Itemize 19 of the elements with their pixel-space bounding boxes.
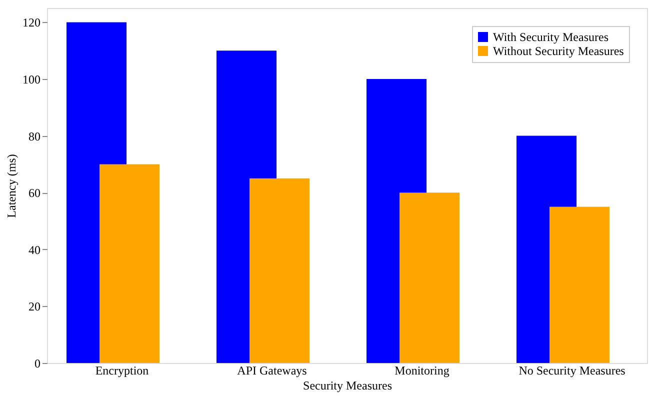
y-tick-label: 80 [28,129,40,144]
y-tick-label: 40 [28,242,40,257]
legend-label: With Security Measures [493,30,609,44]
legend-label: Without Security Measures [493,44,624,58]
x-tick-label: API Gateways [237,364,308,378]
y-tick-label: 100 [22,72,40,86]
x-axis-title: Security Measures [303,378,392,392]
y-tick-label: 60 [28,186,40,200]
y-tick-label: 20 [28,300,40,314]
y-tick-label: 0 [34,356,40,370]
y-axis-title: Latency (ms) [4,154,18,218]
bar [400,192,460,363]
x-tick-label: No Security Measures [518,364,626,378]
bar [100,164,160,363]
x-tick-label: Monitoring [394,364,450,378]
bar [550,206,610,363]
x-tick-label: Encryption [95,364,149,378]
y-tick-label: 120 [22,16,40,30]
bar [250,178,310,363]
